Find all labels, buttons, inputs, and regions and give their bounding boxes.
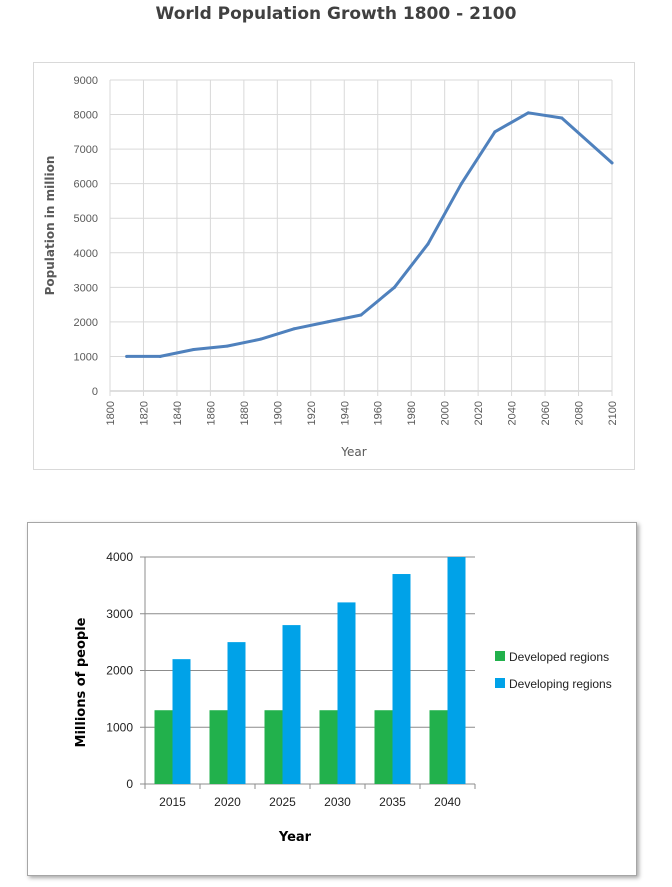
data-point	[359, 313, 363, 317]
y-tick-label: 5000	[74, 213, 98, 225]
data-point	[493, 130, 497, 134]
developed-bar	[154, 710, 173, 784]
y-tick-label: 2000	[106, 664, 133, 678]
x-tick-label: 2080	[574, 401, 586, 425]
y-tick-label: 4000	[74, 248, 98, 260]
developed-bar	[429, 710, 448, 784]
y-tick-label: 8000	[74, 110, 98, 122]
data-point	[459, 182, 463, 186]
y-tick-label: 1000	[106, 720, 133, 734]
data-point	[158, 354, 162, 358]
x-tick-label: 2025	[269, 795, 296, 809]
legend-label: Developing regions	[509, 677, 612, 691]
x-axis-label: Year	[340, 445, 366, 459]
x-tick-label: 1800	[105, 401, 117, 425]
x-axis-label: Year	[278, 830, 312, 845]
data-point	[259, 337, 263, 341]
x-tick-label: 2030	[324, 795, 351, 809]
bar-chart-panel: 0 1000 2000 3000 4000 2015 2020 2025 2030 2035 204…	[27, 522, 637, 876]
developing-bar	[172, 659, 191, 784]
y-tick-label: 1000	[74, 351, 98, 363]
data-point	[125, 354, 129, 358]
y-tick-label: 6000	[74, 179, 98, 191]
developing-bar	[282, 625, 301, 784]
developing-bar	[227, 642, 246, 784]
developed-bar	[209, 710, 228, 784]
x-tick-label: 1860	[205, 401, 217, 425]
data-point	[560, 116, 564, 120]
y-axis-label: Population in million	[43, 156, 57, 296]
developed-bar	[264, 710, 283, 784]
bar-chart: 0 1000 2000 3000 4000 2015 2020 2025 2030 2035 204…	[74, 550, 612, 845]
x-tick-label: 2040	[507, 401, 519, 425]
x-tick-label: 1840	[172, 401, 184, 425]
x-tick-label: 2040	[434, 795, 461, 809]
x-tick-label: 2000	[440, 401, 452, 425]
y-tick-label: 9000	[74, 75, 98, 87]
y-tick-label: 4000	[106, 550, 133, 564]
x-tick-label: 2060	[540, 401, 552, 425]
x-tick-label: 2015	[159, 795, 186, 809]
x-tick-label: 1940	[339, 401, 351, 425]
x-tick-label: 1920	[306, 401, 318, 425]
developing-bar	[447, 557, 466, 784]
y-tick-label: 0	[92, 386, 98, 398]
line-chart: 0 1000 2000 3000 4000 5000 6000 7000 8000 9000 180…	[43, 75, 619, 459]
x-tick-label: 1880	[239, 401, 251, 425]
data-point	[292, 327, 296, 331]
data-point	[225, 344, 229, 348]
developing-bar	[337, 602, 356, 784]
chart-title: World Population Growth 1800 - 2100	[155, 4, 517, 24]
data-point	[610, 161, 614, 165]
data-point	[426, 242, 430, 246]
x-tick-label: 1980	[406, 401, 418, 425]
y-tick-label: 3000	[74, 282, 98, 294]
y-axis-label: Millions of people	[74, 617, 89, 747]
developing-bar	[392, 574, 411, 784]
x-tick-label: 2035	[379, 795, 406, 809]
legend-swatch	[495, 651, 505, 661]
legend-label: Developed regions	[509, 650, 609, 664]
developed-bar	[374, 710, 393, 784]
data-point	[392, 285, 396, 289]
y-tick-label: 0	[126, 777, 133, 791]
x-tick-label: 1900	[272, 401, 284, 425]
data-point	[526, 111, 530, 115]
y-tick-label: 3000	[106, 607, 133, 621]
x-tick-label: 1960	[373, 401, 385, 425]
legend-swatch	[495, 678, 505, 688]
x-tick-label: 2020	[214, 795, 241, 809]
x-tick-label: 2020	[473, 401, 485, 425]
data-point	[192, 348, 196, 352]
line-chart-panel: 0 1000 2000 3000 4000 5000 6000 7000 8000 9000 180…	[33, 62, 635, 470]
y-tick-label: 2000	[74, 317, 98, 329]
x-tick-label: 2100	[607, 401, 619, 425]
developed-bar	[319, 710, 338, 784]
y-tick-label: 7000	[74, 144, 98, 156]
data-point	[326, 320, 330, 324]
x-tick-label: 1820	[138, 401, 150, 425]
